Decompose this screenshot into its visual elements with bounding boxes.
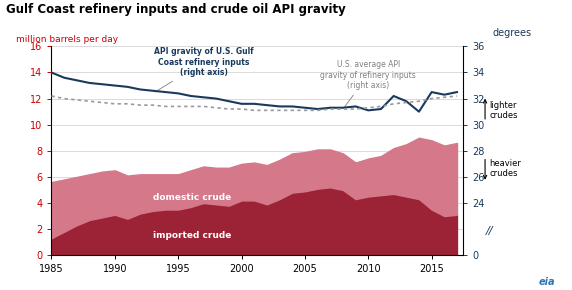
Text: eia: eia (538, 277, 555, 287)
Text: domestic crude: domestic crude (153, 193, 231, 202)
Text: heavier
crudes: heavier crudes (489, 159, 521, 178)
Text: Gulf Coast refinery inputs and crude oil API gravity: Gulf Coast refinery inputs and crude oil… (6, 3, 345, 16)
Text: U.S. average API
gravity of refinery inputs
(right axis): U.S. average API gravity of refinery inp… (320, 60, 416, 107)
Text: lighter
crudes: lighter crudes (489, 101, 518, 120)
Text: degrees: degrees (492, 28, 531, 38)
Text: API gravity of U.S. Gulf
Coast refinery inputs
(right axis): API gravity of U.S. Gulf Coast refinery … (154, 47, 253, 92)
Text: imported crude: imported crude (153, 231, 231, 240)
Text: //: // (486, 226, 494, 236)
Text: million barrels per day: million barrels per day (17, 35, 118, 44)
